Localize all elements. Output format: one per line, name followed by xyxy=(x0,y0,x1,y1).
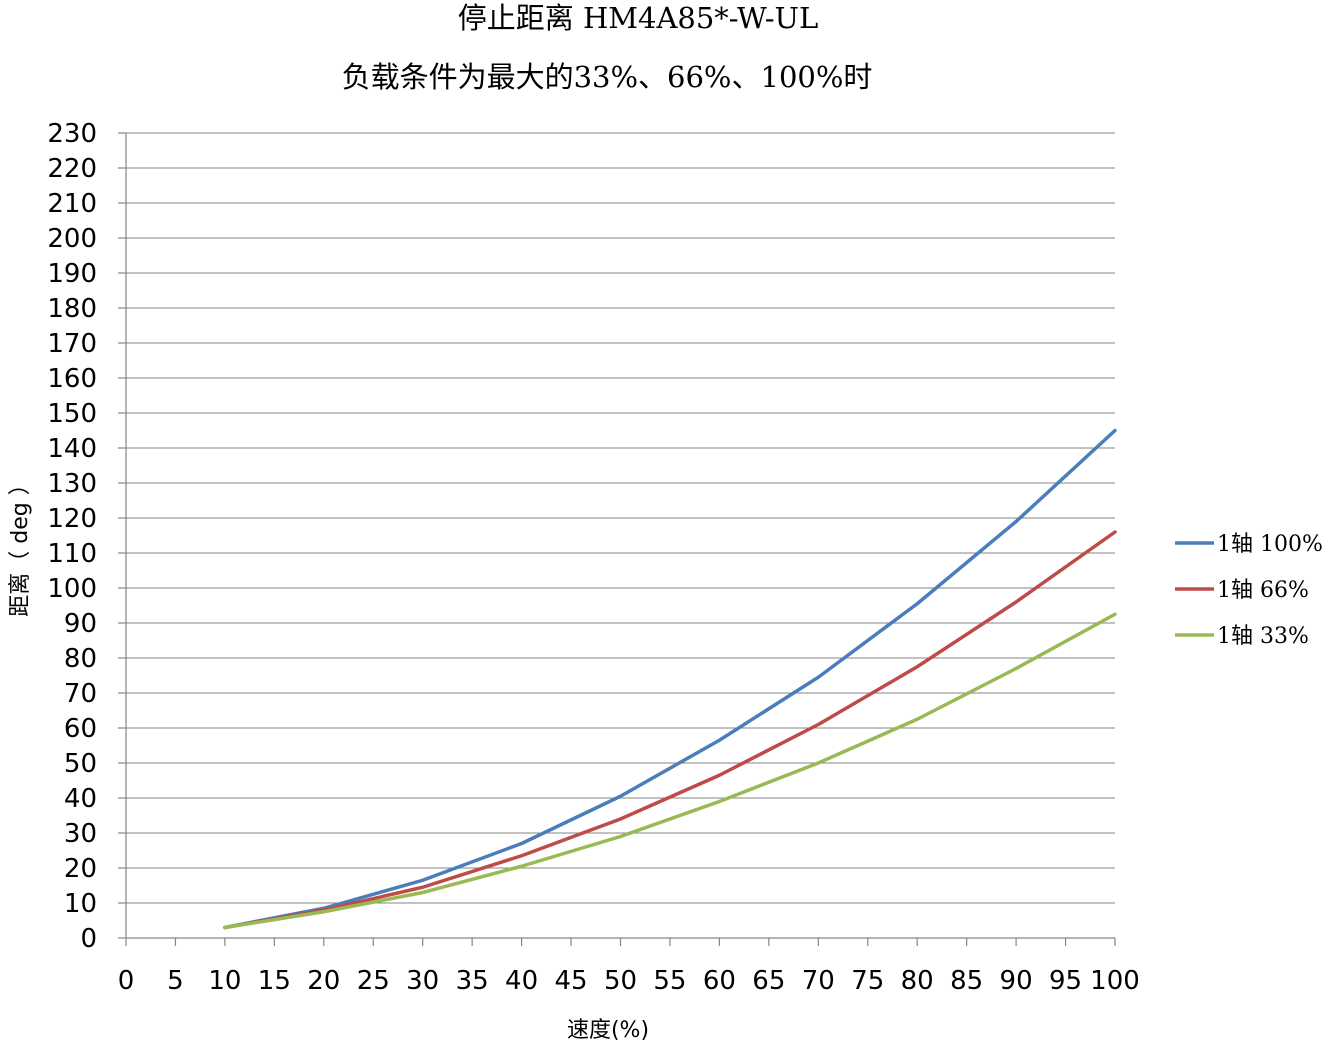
x-tick-label: 35 xyxy=(456,966,489,996)
y-tick-label: 220 xyxy=(47,154,97,184)
y-tick-label: 120 xyxy=(47,504,97,534)
x-tick-label: 100 xyxy=(1090,966,1140,996)
legend-label: 1轴 100% xyxy=(1217,532,1323,557)
series-line xyxy=(223,530,1117,930)
legend-label: 1轴 66% xyxy=(1217,578,1309,603)
x-tick-label: 70 xyxy=(802,966,835,996)
y-tick-label: 170 xyxy=(47,329,97,359)
x-tick-label: 60 xyxy=(703,966,736,996)
x-tick-label: 15 xyxy=(258,966,291,996)
x-tick-label: 40 xyxy=(505,966,538,996)
x-tick-label: 65 xyxy=(752,966,785,996)
y-tick-label: 100 xyxy=(47,574,97,604)
x-tick-label: 25 xyxy=(357,966,390,996)
y-tick-label: 210 xyxy=(47,189,97,219)
y-tick-label: 10 xyxy=(64,889,97,919)
y-tick-label: 200 xyxy=(47,224,97,254)
gridlines xyxy=(126,132,1115,904)
y-tick-labels: 0 10 20 30 40 50 60 70 80 90 100 110 120 130 140 150 160… xyxy=(47,119,97,954)
y-tick-label: 70 xyxy=(64,679,97,709)
x-tick-label: 55 xyxy=(653,966,686,996)
y-tick-label: 80 xyxy=(64,644,97,674)
y-tick-label: 130 xyxy=(47,469,97,499)
legend-label: 1轴 33% xyxy=(1217,624,1309,649)
y-tick-label: 30 xyxy=(64,819,97,849)
series-line xyxy=(223,612,1117,930)
legend: 1轴 100% 1轴 66% 1轴 33% xyxy=(1175,532,1323,649)
y-tick-label: 20 xyxy=(64,854,97,884)
x-tick-label: 0 xyxy=(118,966,135,996)
chart-subtitle: 负载条件为最大的33%、66%、100%时 xyxy=(342,60,873,94)
x-axis-label: 速度(%) xyxy=(567,1018,649,1043)
x-tick-label: 95 xyxy=(1049,966,1082,996)
y-tick-label: 90 xyxy=(64,609,97,639)
x-tick-label: 75 xyxy=(851,966,884,996)
x-tick-labels: 0 5 10 15 20 25 30 35 40 45 50 55 60 65 70 75 80 85 90 95 10… xyxy=(118,966,1140,996)
x-tick-label: 5 xyxy=(167,966,184,996)
y-tick-label: 150 xyxy=(47,399,97,429)
y-axis-label: 距离（ deg ） xyxy=(8,473,33,616)
series-line xyxy=(223,428,1117,930)
x-tick-label: 85 xyxy=(950,966,983,996)
y-tick-label: 160 xyxy=(47,364,97,394)
y-tick-label: 110 xyxy=(47,539,97,569)
x-tick-label: 90 xyxy=(1000,966,1033,996)
x-tick-label: 10 xyxy=(208,966,241,996)
chart-title: 停止距离 HM4A85*-W-UL xyxy=(458,1,818,35)
x-tick-label: 20 xyxy=(307,966,340,996)
y-tick-label: 60 xyxy=(64,714,97,744)
y-tick-label: 40 xyxy=(64,784,97,814)
y-tick-label: 0 xyxy=(80,924,97,954)
x-tick-label: 50 xyxy=(604,966,637,996)
series-lines xyxy=(223,428,1117,930)
y-tick-label: 50 xyxy=(64,749,97,779)
y-tick-label: 180 xyxy=(47,294,97,324)
y-tick-label: 190 xyxy=(47,259,97,289)
axes xyxy=(118,132,1116,946)
y-tick-label: 140 xyxy=(47,434,97,464)
x-tick-label: 80 xyxy=(901,966,934,996)
x-tick-label: 45 xyxy=(555,966,588,996)
y-tick-label: 230 xyxy=(47,119,97,149)
x-tick-label: 30 xyxy=(406,966,439,996)
